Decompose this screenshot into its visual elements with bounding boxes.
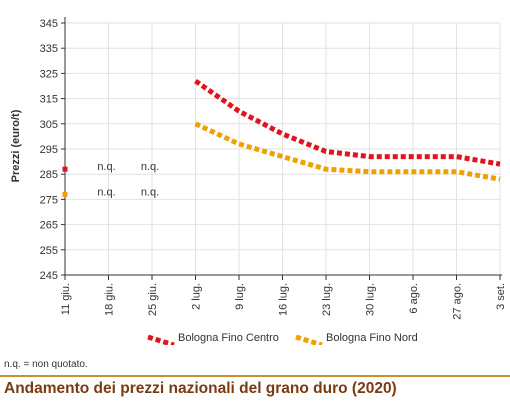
y-tick-label: 335 — [40, 43, 58, 55]
x-tick-label: 11 giu. — [60, 283, 72, 315]
y-axis-label: Prezzi (euro/t) — [10, 109, 22, 182]
y-tick-label: 265 — [40, 220, 58, 232]
x-tick-label: 27 ago. — [452, 283, 464, 320]
title-band: Andamento dei prezzi nazionali del grano… — [0, 375, 510, 406]
y-tick-label: 305 — [40, 119, 58, 131]
axes — [61, 17, 502, 280]
series-line — [194, 78, 501, 167]
not-quoted-label: n.q. — [141, 161, 159, 173]
price-chart: 245 255 265 275 285 295 305 315 325 335 345 11 giu… — [10, 17, 507, 345]
series-marker — [62, 191, 68, 197]
legend: Bologna Fino Centro Bologna Fino Nord — [147, 332, 418, 345]
legend-swatch — [295, 334, 323, 345]
y-tick-label: 315 — [40, 94, 58, 106]
y-tick-label: 295 — [40, 144, 58, 156]
y-tick-label: 345 — [40, 18, 58, 30]
footnote: n.q. = non quotato. — [4, 359, 88, 370]
not-quoted-label: n.q. — [97, 161, 115, 173]
x-tick-label: 9 lug. — [234, 283, 246, 310]
x-tick-label: 2 lug. — [191, 283, 203, 310]
series-line — [194, 121, 501, 182]
legend-swatch — [147, 334, 175, 345]
y-tick-label: 325 — [40, 68, 58, 80]
x-tick-label: 25 giu. — [147, 283, 159, 316]
y-tick-labels: 245 255 265 275 285 295 305 315 325 335 345 — [40, 18, 58, 282]
x-tick-label: 6 ago. — [408, 283, 420, 314]
chart-title: Andamento dei prezzi nazionali del grano… — [4, 380, 397, 397]
y-tick-label: 285 — [40, 169, 58, 181]
series-marker — [62, 166, 68, 172]
y-tick-label: 255 — [40, 245, 58, 257]
series-lines — [62, 78, 501, 197]
x-tick-labels: 11 giu. 18 giu. 25 giu. 2 lug. 9 lug. 16 lug.… — [60, 283, 507, 320]
legend-label: Bologna Fino Centro — [178, 332, 279, 344]
y-tick-label: 245 — [40, 270, 58, 282]
not-quoted-label: n.q. — [141, 186, 159, 198]
x-tick-label: 3 set. — [495, 283, 507, 310]
x-tick-label: 23 lug. — [321, 283, 333, 316]
legend-label: Bologna Fino Nord — [326, 332, 418, 344]
not-quoted-labels: n.q. n.q. n.q. n.q. — [97, 161, 159, 198]
y-tick-label: 275 — [40, 194, 58, 206]
x-tick-label: 18 giu. — [104, 283, 116, 316]
not-quoted-label: n.q. — [97, 186, 115, 198]
x-tick-label: 30 lug. — [365, 283, 377, 316]
x-tick-label: 16 lug. — [278, 283, 290, 316]
grid-lines — [65, 22, 501, 275]
